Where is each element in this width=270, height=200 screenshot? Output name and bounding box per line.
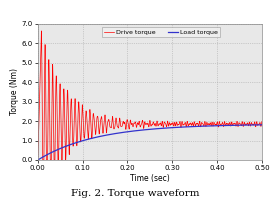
Text: Fig. 2. Torque waveform: Fig. 2. Torque waveform: [71, 189, 199, 198]
Drive torque: [202, 125, 206, 127]
Drive torque: [48, 66, 51, 68]
Load torque: [260, 124, 264, 126]
Line: Drive torque: Drive torque: [38, 31, 262, 160]
Legend: Drive torque, Load torque: Drive torque, Load torque: [102, 27, 220, 37]
X-axis label: Time (sec): Time (sec): [130, 174, 170, 183]
Load torque: [178, 126, 182, 128]
Drive torque: [36, 156, 39, 158]
Load torque: [36, 159, 39, 161]
Drive torque: [179, 122, 182, 124]
Drive torque: [169, 124, 172, 126]
Drive torque: [260, 120, 264, 123]
Line: Load torque: Load torque: [38, 125, 262, 160]
Load torque: [202, 125, 205, 127]
Load torque: [169, 127, 172, 129]
Load torque: [214, 125, 218, 127]
Load torque: [117, 132, 120, 134]
Load torque: [48, 152, 51, 155]
Drive torque: [214, 123, 218, 126]
Drive torque: [40, 30, 43, 32]
Y-axis label: Torque (Nm): Torque (Nm): [10, 68, 19, 115]
Drive torque: [117, 123, 121, 125]
Drive torque: [41, 159, 44, 161]
